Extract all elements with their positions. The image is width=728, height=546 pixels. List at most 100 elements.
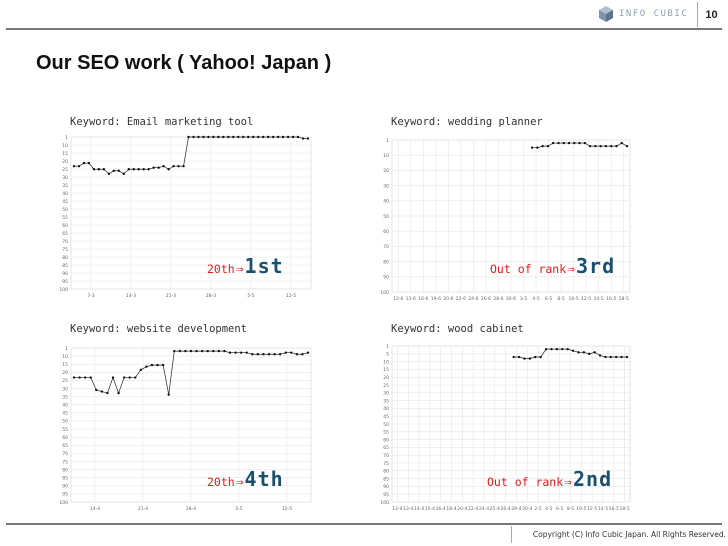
data-point (117, 169, 121, 172)
x-tick-label: 30-4 (522, 506, 532, 512)
data-point (167, 393, 170, 396)
data-point (562, 141, 565, 145)
data-point (620, 355, 623, 359)
x-tick-label: 10-5 (569, 296, 579, 302)
result-arrow: ⇒ (567, 262, 575, 277)
result-arrow: ⇒ (235, 475, 244, 490)
data-point (544, 347, 548, 351)
y-tick-label: 50 (383, 214, 389, 220)
y-tick-label: 85 (62, 475, 68, 481)
y-tick-label: 65 (62, 231, 68, 237)
result-from: Out of rank (490, 262, 567, 276)
page-number: 10 (697, 2, 725, 27)
y-tick-label: 55 (62, 215, 68, 221)
data-point (97, 168, 101, 171)
data-point (112, 169, 116, 172)
data-point (523, 357, 526, 360)
y-tick-label: 70 (62, 239, 68, 245)
y-tick-label: 95 (383, 492, 389, 498)
y-tick-label: 45 (62, 199, 68, 205)
result-wedding-planner: Out of rank ⇒ 3rd (490, 254, 615, 278)
data-point (78, 376, 81, 379)
data-point (161, 363, 165, 367)
data-point (512, 355, 515, 359)
y-tick-label: 35 (62, 394, 68, 400)
data-point (195, 349, 198, 353)
y-tick-label: 100 (59, 287, 68, 293)
x-tick-label: 10-5 (576, 506, 586, 512)
data-point (604, 144, 608, 148)
result-from: 20th (207, 475, 235, 489)
result-wood-cabinet: Out of rank ⇒ 2nd (487, 467, 612, 491)
x-tick-label: 15-4 (425, 506, 435, 512)
brand-logo: INFO CUBIC (597, 3, 688, 25)
data-point (157, 166, 160, 169)
data-point (599, 144, 602, 148)
x-tick-label: 16-5 (606, 296, 616, 302)
y-tick-label: 15 (383, 367, 389, 373)
data-point (284, 351, 287, 354)
data-point (281, 135, 285, 139)
data-point (222, 135, 225, 139)
logo-text: INFO CUBIC (619, 9, 689, 19)
chart-email-marketing-tool: 1 10 15 20 25 30 35 40 45 50 55 60 65 70 75 80 85 90 95 100… (59, 135, 312, 299)
x-tick-label: 24-4 (479, 506, 489, 512)
data-point (291, 135, 295, 139)
y-tick-label: 35 (62, 183, 68, 189)
y-tick-label: 30 (62, 175, 68, 181)
data-point (122, 172, 125, 176)
data-point (184, 349, 187, 353)
x-tick-label: 12-5 (581, 296, 591, 302)
series-line (513, 348, 627, 359)
data-point (83, 376, 87, 379)
data-point (301, 353, 304, 356)
y-tick-label: 20 (383, 375, 389, 381)
y-tick-label: 100 (380, 500, 389, 506)
data-point (173, 349, 176, 353)
data-point (172, 164, 175, 168)
data-point (156, 363, 159, 367)
y-tick-label: 100 (59, 500, 68, 506)
data-point (295, 353, 299, 356)
data-point (541, 144, 544, 148)
data-point (207, 135, 210, 139)
y-tick-label: 50 (62, 419, 68, 425)
data-point (139, 368, 143, 371)
y-tick-label: 45 (383, 414, 389, 420)
y-tick-label: 70 (383, 453, 389, 459)
chart-website-development: 1 10 15 20 25 30 35 40 45 50 55 60 65 70 75 80 85 90 95 100… (59, 346, 312, 512)
panel-label-email-marketing-tool: Keyword: Email marketing tool (70, 116, 254, 128)
data-point (267, 353, 271, 356)
data-point (212, 349, 215, 353)
data-point (604, 355, 607, 359)
y-tick-label: 10 (383, 359, 389, 365)
data-point (239, 351, 243, 354)
data-point (152, 166, 155, 169)
x-tick-label: 20-4 (457, 506, 467, 512)
result-arrow: ⇒ (235, 262, 244, 277)
x-tick-label: 18-5 (619, 506, 629, 512)
result-email-marketing-tool: 20th ⇒ 1st (207, 254, 284, 278)
data-point (128, 376, 131, 379)
data-point (561, 347, 564, 351)
data-point (566, 347, 569, 351)
y-tick-label: 1 (65, 346, 68, 352)
data-point (593, 351, 596, 354)
data-point (137, 168, 140, 171)
data-point (197, 135, 200, 139)
y-tick-label: 40 (383, 199, 389, 205)
data-point (202, 135, 205, 139)
x-tick-label: 28-3 (206, 293, 216, 299)
x-tick-label: 12-5 (282, 506, 292, 512)
data-point (306, 137, 310, 140)
y-tick-label: 100 (380, 290, 389, 296)
data-point (296, 135, 300, 139)
data-point (588, 144, 592, 148)
panel-label-website-development: Keyword: website development (70, 323, 248, 335)
data-point (555, 347, 559, 351)
x-tick-label: 12-5 (286, 293, 296, 299)
y-tick-label: 90 (383, 275, 389, 281)
data-point (100, 390, 104, 393)
y-tick-label: 60 (62, 435, 68, 441)
data-point (212, 135, 215, 139)
